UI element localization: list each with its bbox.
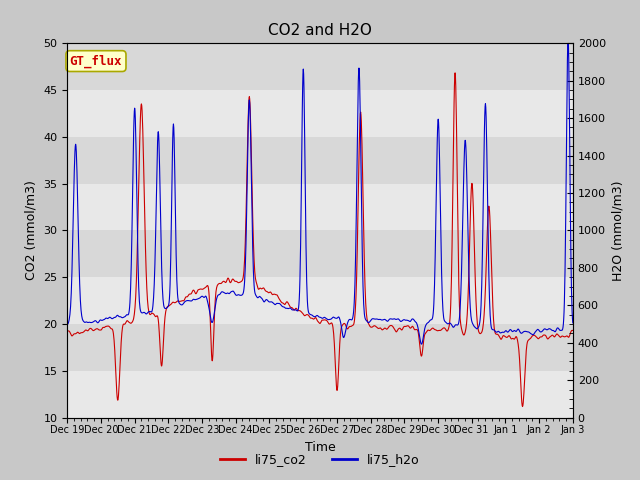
Bar (67, 371, 573, 418)
X-axis label: Time: Time (305, 441, 335, 454)
Y-axis label: H2O (mmol/m3): H2O (mmol/m3) (611, 180, 625, 281)
Title: CO2 and H2O: CO2 and H2O (268, 23, 372, 38)
Bar (67, 230, 573, 277)
Bar (67, 184, 573, 230)
Bar (67, 90, 573, 137)
Bar (67, 137, 573, 184)
Bar (67, 324, 573, 371)
Legend: li75_co2, li75_h2o: li75_co2, li75_h2o (215, 448, 425, 471)
Bar (67, 277, 573, 324)
Y-axis label: CO2 (mmol/m3): CO2 (mmol/m3) (25, 180, 38, 280)
Text: GT_flux: GT_flux (70, 54, 122, 68)
Bar (67, 43, 573, 90)
